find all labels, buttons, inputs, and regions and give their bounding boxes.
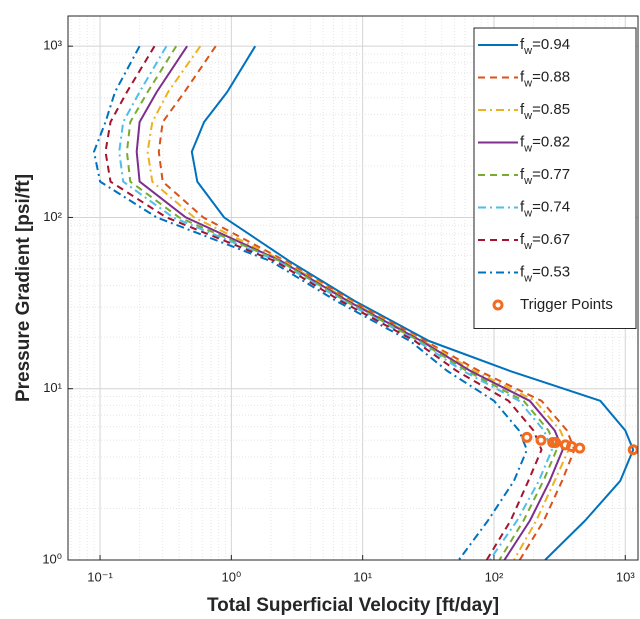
trigger-point	[521, 431, 533, 443]
legend-marker	[492, 299, 504, 311]
y-tick-label: 10⁰	[42, 551, 62, 566]
x-tick-label: 10⁰	[222, 569, 242, 584]
lines	[93, 45, 638, 560]
legend-box	[473, 27, 637, 329]
series-line	[93, 45, 528, 560]
x-tick-label: 10³	[616, 569, 635, 584]
y-tick-label: 10¹	[43, 380, 62, 395]
y-axis-title: Pressure Gradient [psi/ft]	[13, 174, 34, 402]
plot-frame	[67, 15, 639, 561]
legend-label: Trigger Points	[520, 296, 613, 313]
series-line	[104, 45, 543, 560]
x-tick-label: 10¹	[353, 569, 372, 584]
x-axis-title: Total Superficial Velocity [ft/day]	[207, 595, 499, 616]
legend-label: fw=0.77	[520, 166, 570, 187]
series-line	[125, 45, 558, 560]
legend-label: fw=0.94	[520, 36, 570, 57]
legend: fw=0.94 fw=0.88 fw=0.85 fw=0.82 fw=0.77 fw=0.…	[473, 27, 637, 329]
x-tick-label: 10⁻¹	[87, 569, 113, 584]
legend-label: fw=0.82	[520, 133, 570, 154]
series-line	[118, 45, 553, 560]
x-tick-label: 10²	[485, 569, 504, 584]
trigger-point	[535, 434, 547, 446]
trigger-point	[550, 437, 562, 449]
legend-label: fw=0.53	[520, 263, 570, 284]
y-tick-label: 10³	[43, 38, 62, 53]
series-line	[135, 45, 564, 560]
series-line	[190, 45, 635, 560]
legend-label: fw=0.85	[520, 101, 570, 122]
trigger-point	[574, 442, 586, 454]
legend-label: fw=0.88	[520, 68, 570, 89]
y-tick-label: 10²	[43, 209, 62, 224]
series-line	[146, 45, 570, 560]
legend-label: fw=0.67	[520, 231, 570, 252]
trigger-point	[627, 444, 638, 456]
legend-label: fw=0.74	[520, 198, 570, 219]
ticks: 10⁻¹ 10⁰ 10¹ 10² 10³ 10⁰ 10¹ 10² 10³	[42, 38, 635, 585]
